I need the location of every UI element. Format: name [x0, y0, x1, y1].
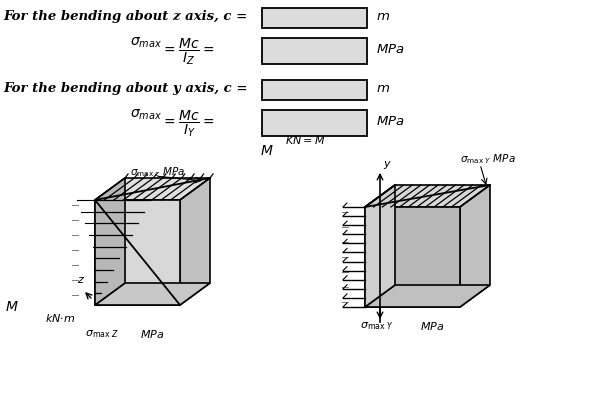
Text: $\sigma_{\mathrm{max}\ Y}$: $\sigma_{\mathrm{max}\ Y}$: [360, 320, 394, 332]
Text: For the bending about z axis, c =: For the bending about z axis, c =: [3, 10, 252, 23]
Polygon shape: [95, 178, 125, 305]
Text: $=\dfrac{Mc}{I_Z}=$: $=\dfrac{Mc}{I_Z}=$: [161, 36, 214, 67]
Text: $z$: $z$: [77, 275, 85, 285]
Text: $\mathit{MPa}$: $\mathit{MPa}$: [372, 43, 405, 56]
Polygon shape: [180, 178, 210, 305]
Text: $\sigma_{\mathit{max}}$: $\sigma_{\mathit{max}}$: [130, 36, 162, 50]
Text: $KN{=}M$: $KN{=}M$: [285, 134, 326, 146]
Text: $\mathit{MPa}$: $\mathit{MPa}$: [420, 320, 444, 332]
Bar: [262, 80, 367, 100]
Text: $=\dfrac{Mc}{I_Y}=$: $=\dfrac{Mc}{I_Y}=$: [161, 108, 214, 139]
Text: $m$: $m$: [372, 82, 390, 95]
Text: $kN{\cdot}m$: $kN{\cdot}m$: [45, 312, 75, 324]
Bar: [262, 8, 367, 28]
Polygon shape: [460, 185, 490, 307]
Text: For the bending about y axis, c =: For the bending about y axis, c =: [3, 82, 252, 95]
Text: $M$: $M$: [5, 300, 19, 314]
Text: $\mathit{MPa}$: $\mathit{MPa}$: [140, 328, 165, 340]
Bar: [262, 110, 367, 136]
Polygon shape: [95, 178, 210, 200]
Text: $M$: $M$: [260, 144, 273, 158]
Text: $\sigma_{\mathrm{max}\ z}\ \mathit{MPa}$: $\sigma_{\mathrm{max}\ z}\ \mathit{MPa}$: [130, 165, 185, 179]
Polygon shape: [95, 283, 210, 305]
Text: $\sigma_{\mathit{max}}$: $\sigma_{\mathit{max}}$: [130, 108, 162, 122]
Text: $m$: $m$: [372, 10, 390, 23]
Polygon shape: [365, 207, 460, 307]
Text: $\mathit{MPa}$: $\mathit{MPa}$: [372, 115, 405, 128]
Text: $y$: $y$: [383, 159, 392, 171]
Polygon shape: [365, 285, 490, 307]
Polygon shape: [95, 200, 180, 305]
Polygon shape: [365, 185, 395, 307]
Polygon shape: [365, 185, 490, 207]
Text: $\sigma_{\mathrm{max}\ Y}\ \mathit{MPa}$: $\sigma_{\mathrm{max}\ Y}\ \mathit{MPa}$: [460, 152, 516, 166]
Bar: [262, 38, 367, 64]
Text: $\sigma_{\mathrm{max}\ Z}$: $\sigma_{\mathrm{max}\ Z}$: [85, 328, 119, 340]
